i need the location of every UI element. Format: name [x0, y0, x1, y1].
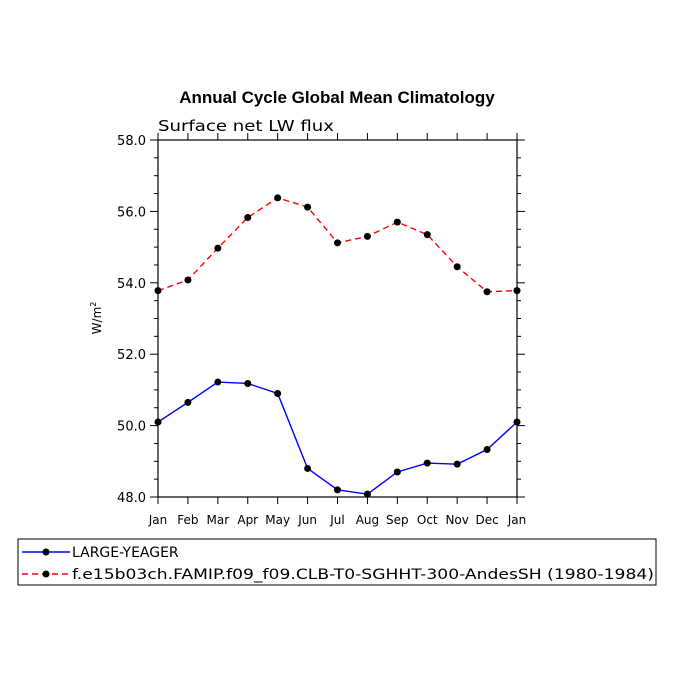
- series-1-point: [334, 486, 341, 494]
- series-1-point: [154, 418, 162, 426]
- y-tick-label: 56.0: [117, 205, 146, 220]
- series-2-point: [393, 218, 401, 226]
- series-line-1: [157, 381, 518, 495]
- x-tick-label: Aug: [356, 513, 379, 527]
- series-2-point: [214, 244, 222, 252]
- series-1-point: [274, 389, 282, 397]
- x-tick-label: Oct: [417, 513, 438, 527]
- series-2-point: [334, 239, 341, 247]
- x-axis-ticks: Jan Feb Mar Apr May Jun Jul Aug Sep Oct Nov Dec Jan: [148, 133, 527, 527]
- series-2-point: [184, 276, 192, 284]
- x-tick-label: May: [265, 513, 290, 527]
- series-1-point: [214, 378, 222, 386]
- x-tick-label: Jun: [297, 513, 317, 527]
- series-2-point: [453, 263, 461, 271]
- series-2-point: [513, 287, 521, 295]
- y-tick-label: 52.0: [117, 348, 146, 363]
- plot-axes: [157, 139, 518, 498]
- series-2-point: [154, 287, 162, 295]
- plot-frame: [157, 139, 518, 498]
- series-2-point: [363, 232, 371, 240]
- series-2-point: [423, 231, 431, 239]
- series-1-point: [513, 418, 521, 426]
- series-1-point: [453, 460, 461, 468]
- x-tick-label: Nov: [445, 513, 468, 527]
- legend-label-1: LARGE-YEAGER: [72, 545, 179, 561]
- x-tick-label: Jan: [507, 513, 527, 527]
- series-2-point: [274, 194, 282, 202]
- y-axis-label-text: W/m: [90, 307, 104, 335]
- chart-subtitle: Surface net LW flux: [158, 117, 334, 135]
- x-tick-label: Feb: [177, 513, 198, 527]
- y-tick-label: 48.0: [117, 491, 146, 506]
- legend-marker-1: [42, 548, 50, 556]
- x-tick-label: Mar: [207, 513, 230, 527]
- y-tick-label: 54.0: [117, 277, 146, 292]
- series-1-point: [304, 464, 312, 472]
- series-layer: [154, 194, 521, 498]
- series-1-point: [393, 468, 401, 476]
- y-tick-label: 50.0: [117, 420, 146, 435]
- y-tick-label: 58.0: [117, 134, 146, 149]
- series-2-point: [244, 213, 252, 221]
- series-2-point: [304, 203, 312, 211]
- legend: LARGE-YEAGER f.e15b03ch.FAMIP.f09_f09.CLB…: [22, 545, 654, 583]
- series-1-point: [244, 379, 252, 387]
- x-tick-label: Jul: [329, 513, 344, 527]
- x-tick-label: Sep: [386, 513, 409, 527]
- series-1-point: [423, 459, 431, 467]
- x-tick-label: Jan: [148, 513, 168, 527]
- y-axis-label: W/m2: [89, 302, 104, 335]
- y-axis-label-superscript: 2: [89, 302, 98, 307]
- legend-box: [17, 538, 657, 586]
- y-axis-ticks: 48.0 50.0 52.0 54.0 56.0 58.0: [117, 134, 525, 506]
- x-tick-label: Dec: [475, 513, 498, 527]
- legend-marker-2: [42, 570, 50, 578]
- series-1-point: [184, 398, 192, 406]
- series-2-point: [483, 288, 491, 296]
- series-1-point: [363, 490, 371, 498]
- x-tick-label: Apr: [237, 513, 258, 527]
- series-1-point: [483, 446, 491, 454]
- chart-title: Annual Cycle Global Mean Climatology: [179, 88, 495, 107]
- legend-label-2: f.e15b03ch.FAMIP.f09_f09.CLB-T0-SGHHT-30…: [72, 567, 654, 583]
